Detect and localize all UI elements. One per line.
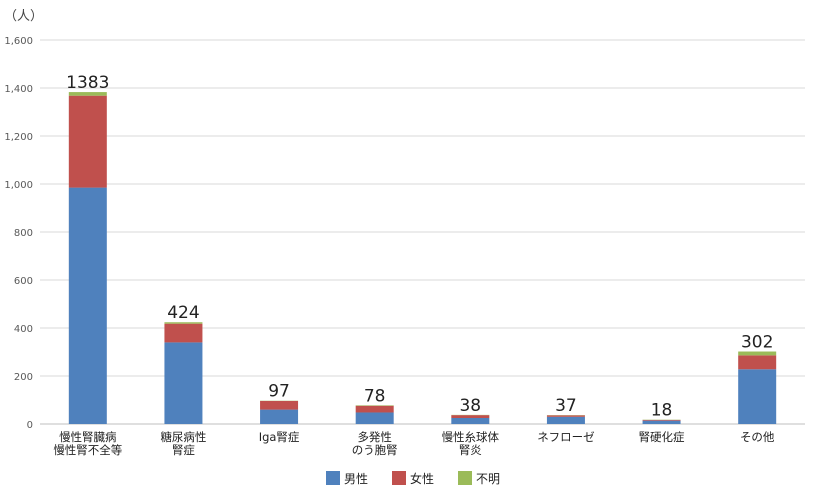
y-tick-label: 600 (14, 276, 33, 287)
total-label: 37 (555, 396, 577, 416)
legend-label: 不明 (476, 472, 500, 486)
y-tick-label: 400 (14, 324, 33, 335)
legend-label: 男性 (344, 472, 368, 486)
bar-segment (68, 187, 107, 424)
bars (68, 92, 777, 424)
total-label: 1383 (66, 73, 109, 93)
bar-segment (642, 420, 681, 424)
y-tick-label: 1,200 (4, 132, 33, 143)
bar-segment (738, 351, 777, 356)
bar-segment (451, 418, 490, 424)
bar-segment (355, 405, 394, 413)
category-label: 腎症 (172, 443, 195, 457)
y-tick-label: 1,000 (4, 180, 33, 191)
bar-segment (164, 323, 203, 343)
category-label: 慢性糸球体 (442, 430, 500, 444)
total-label: 97 (268, 382, 290, 402)
category-label: ネフローゼ (537, 430, 595, 444)
bar-segment (68, 95, 107, 188)
category-label: Iga腎症 (259, 430, 300, 444)
y-axis-unit-label: （人） (4, 9, 43, 24)
y-tick-label: 1,600 (4, 36, 33, 47)
bar-segment (355, 412, 394, 424)
bar-segment (642, 419, 681, 421)
bar-segment (546, 416, 585, 424)
bar-segment (738, 355, 777, 370)
bar-segment (738, 369, 777, 424)
legend-swatch (392, 471, 406, 485)
gridlines (40, 39, 805, 425)
bar-segment (164, 342, 203, 424)
bar-segment (68, 92, 107, 96)
legend-swatch (326, 471, 340, 485)
category-label: その他 (740, 430, 775, 444)
y-tick-label: 200 (14, 372, 33, 383)
category-label: 腎硬化症 (639, 430, 685, 444)
category-label: 多発性 (357, 430, 392, 444)
bar-segment (546, 415, 585, 417)
category-label: 糖尿病性 (160, 430, 206, 444)
category-label: 慢性腎臓病 (59, 430, 117, 444)
category-label: 慢性腎不全等 (53, 443, 122, 457)
legend-label: 女性 (410, 471, 434, 486)
bar-segment (260, 409, 299, 424)
y-tick-label: 1,400 (4, 84, 33, 95)
y-tick-label: 0 (27, 420, 33, 431)
legend: 男性 女性 不明 (326, 471, 500, 486)
total-label: 18 (651, 401, 673, 421)
total-labels: 1383 424 97 78 38 37 18 302 (66, 73, 773, 421)
y-tick-labels: 0 200 400 600 800 1,000 1,200 1,400 1,600 (4, 36, 33, 431)
total-label: 38 (459, 396, 481, 416)
category-label: 腎炎 (459, 443, 482, 457)
bar-segment (260, 400, 299, 410)
bar-segment (451, 415, 490, 418)
legend-swatch (458, 471, 472, 485)
total-label: 302 (741, 333, 773, 353)
total-label: 78 (364, 386, 386, 406)
bar-segment (164, 322, 203, 324)
total-label: 424 (167, 303, 199, 323)
y-tick-label: 800 (14, 228, 33, 239)
category-label: のう胞腎 (352, 443, 398, 457)
